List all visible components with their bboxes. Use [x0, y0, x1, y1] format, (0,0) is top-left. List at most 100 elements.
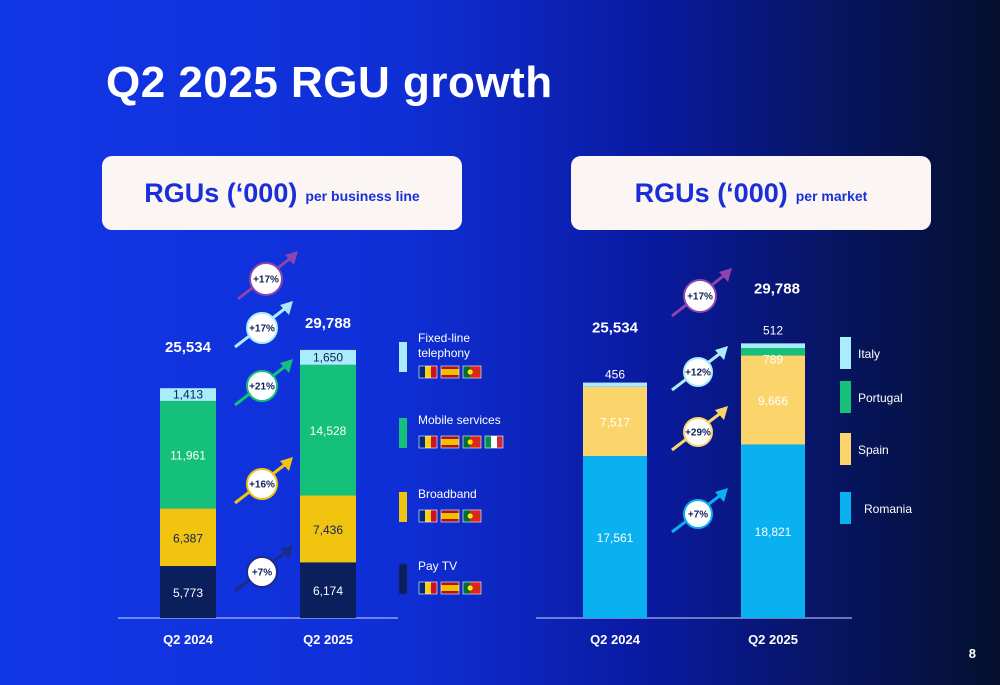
- market-growth-spain-text: +29%: [685, 428, 711, 439]
- market-legend-italy: Italy: [840, 337, 880, 369]
- market-growth-spain-circle: [683, 417, 713, 447]
- business-line-legend-broadband-spain-flag: [440, 509, 460, 523]
- market-chart-category-0: Q2 2024: [590, 632, 641, 647]
- business-line-header-title: RGUs (‘000): [144, 177, 298, 208]
- market-legend-swatch-romania: [840, 492, 851, 524]
- business-line-legend-broadband-romania-flag-stripe: [419, 510, 425, 522]
- business-line-legend-mobile-portugal-flag: [462, 435, 482, 449]
- market-header: RGUs (‘000) per market: [571, 156, 931, 230]
- business-line-header: RGUs (‘000) per business line: [102, 156, 462, 230]
- business-line-legend-fixed_line-portugal-flag-green: [463, 366, 471, 378]
- business-line-growth-pay_tv-circle: [246, 556, 278, 588]
- business-line-chart-label-fixed_line-1: 1,650: [313, 350, 343, 364]
- market-growth-romania-circle: [683, 499, 713, 529]
- business-line-legend-fixed_line-portugal-flag-emblem: [467, 369, 473, 375]
- business-line-chart-category-0: Q2 2024: [163, 632, 214, 647]
- market-legend-label-romania: Romania: [864, 502, 912, 516]
- business-line-growth-total-arrowhead: [285, 251, 298, 265]
- business-line-growth-total: +17%: [237, 251, 298, 301]
- market-growth-italy-arrowhead: [715, 346, 728, 360]
- market-growth-spain-arrowhead: [715, 406, 728, 420]
- business-line-legend-mobile-romania-flag-stripe: [431, 436, 437, 448]
- business-line-growth-broadband-circle: [246, 468, 278, 500]
- business-line-legend-pay_tv: Pay TV: [398, 559, 482, 595]
- business-line-legend-swatch-broadband: [399, 492, 407, 522]
- business-line-legend-pay_tv-romania-flag-stripe: [425, 582, 431, 594]
- market-growth-romania-text: +7%: [688, 510, 708, 521]
- market-chart-label-romania-1: 18,821: [755, 525, 792, 539]
- business-line-legend-broadband-portugal-flag-green: [463, 510, 471, 522]
- market-growth-romania: +7%: [671, 488, 728, 534]
- market-chart-category-1: Q2 2025: [748, 632, 798, 647]
- market-chart-bar-romania-0: [583, 456, 647, 618]
- business-line-legend-mobile-italy-flag-stripe: [497, 436, 503, 448]
- market-chart-total-1: 29,788: [754, 280, 800, 297]
- business-line-legend-fixed_line-romania-flag-border: [418, 365, 438, 379]
- business-line-legend-pay_tv-portugal-flag-green: [463, 582, 471, 594]
- business-line-chart-label-fixed_line-0: 1,413: [173, 388, 203, 402]
- market-legend-portugal: Portugal: [840, 381, 903, 413]
- business-line-legend-label-broadband: Broadband: [418, 487, 477, 501]
- business-line-legend-mobile-portugal-flag-border: [462, 435, 482, 449]
- business-line-chart-label-pay_tv-0: 5,773: [173, 586, 203, 600]
- business-line-legend-mobile-romania-flag: [418, 435, 438, 449]
- business-line-legend-mobile-spain-flag-band: [441, 439, 459, 445]
- business-line-legend-broadband-romania-flag-border: [418, 509, 438, 523]
- business-line-chart-label-broadband-0: 6,387: [173, 531, 203, 545]
- business-line-legend-pay_tv-portugal-flag-border: [462, 581, 482, 595]
- business-line-legend-mobile-spain-flag: [440, 435, 460, 449]
- business-line-legend-fixed_line-spain-flag-border: [440, 365, 460, 379]
- market-header-title: RGUs (‘000): [634, 177, 788, 208]
- business-line-legend-mobile-italy-flag-stripe: [485, 436, 491, 448]
- business-line-header-subtitle: per business line: [305, 188, 420, 204]
- business-line-legend-broadband-portugal-flag-border: [462, 509, 482, 523]
- business-line-growth-broadband-text: +16%: [249, 480, 275, 491]
- business-line-growth-mobile-arrowhead: [280, 359, 293, 373]
- market-chart-bar-spain-1: [741, 355, 805, 445]
- market-growth-italy-text: +12%: [685, 368, 711, 379]
- market-chart-bar-italy-1: [741, 343, 805, 349]
- market-chart-bar-italy-0: [583, 382, 647, 387]
- business-line-chart-total-1: 29,788: [305, 315, 351, 332]
- business-line-chart-bar-pay_tv-1: [300, 562, 356, 618]
- market-chart-label-portugal-1: 789: [763, 353, 783, 367]
- business-line-legend-pay_tv-portugal-flag-emblem: [467, 585, 473, 591]
- business-line-growth-fixed_line: +17%: [234, 301, 293, 349]
- business-line-legend-label-fixed_line-2: telephony: [418, 346, 470, 360]
- slide-title: Q2 2025 RGU growth: [106, 58, 553, 107]
- market-legend-label-portugal: Portugal: [858, 391, 903, 405]
- market-growth-total: +17%: [671, 268, 732, 318]
- market-chart-bar-portugal-1: [741, 348, 805, 356]
- business-line-legend-fixed_line-romania-flag-stripe: [431, 366, 437, 378]
- market-growth-total-circle: [683, 279, 717, 313]
- business-line-legend-broadband-romania-flag: [418, 509, 438, 523]
- business-line-legend-mobile-italy-flag-border: [484, 435, 504, 449]
- business-line-growth-pay_tv-text: +7%: [252, 568, 272, 579]
- business-line-chart-bar-broadband-0: [160, 508, 216, 567]
- business-line-growth-total-text: +17%: [253, 275, 279, 286]
- business-line-legend-mobile-romania-flag-stripe: [425, 436, 431, 448]
- business-line-legend-fixed_line-spain-flag-band: [441, 369, 459, 375]
- business-line-growth-broadband: +16%: [234, 457, 293, 505]
- business-line-legend-broadband: Broadband: [399, 487, 482, 523]
- business-line-chart-bar-fixed_line-0: [160, 388, 216, 401]
- business-line-growth-broadband-arrowhead: [280, 457, 293, 471]
- business-line-chart-bar-fixed_line-1: [300, 349, 356, 365]
- page-number: 8: [968, 646, 976, 661]
- business-line-chart-group: 5,773 6,387 11,961 1,413 25,534 Q2 2024 6,174 7…: [118, 315, 398, 647]
- business-line-legend-mobile-romania-flag-border: [418, 435, 438, 449]
- business-line-legend-broadband-spain-flag-band: [441, 513, 459, 519]
- business-line-legend-mobile-italy-flag: [484, 435, 504, 449]
- market-growth-italy: +12%: [671, 346, 728, 392]
- business-line-legend-swatch-pay_tv: [398, 563, 408, 595]
- market-chart-group: 17,561 7,517 456 25,534 Q2 2024 18,821 9,666 78…: [536, 280, 852, 647]
- market-chart-label-italy-0: 456: [605, 368, 625, 382]
- business-line-legend-mobile: Mobile services: [399, 413, 504, 449]
- business-line-chart-label-broadband-1: 7,436: [313, 523, 343, 537]
- business-line-legend-fixed_line-portugal-flag-border: [462, 365, 482, 379]
- market-legend-romania: Romania: [840, 492, 912, 524]
- business-line-legend-fixed_line-spain-flag: [440, 365, 460, 379]
- market-legend-swatch-portugal: [840, 381, 851, 413]
